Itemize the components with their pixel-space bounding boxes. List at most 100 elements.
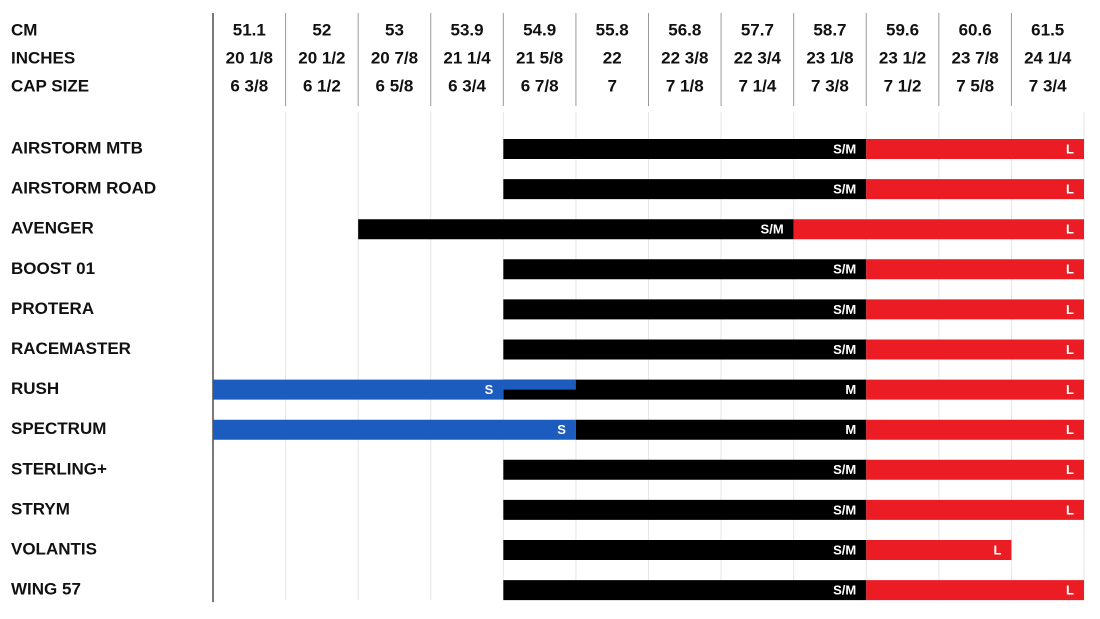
- header-label: INCHES: [11, 48, 75, 67]
- size-label: S: [557, 422, 566, 437]
- size-bar: [503, 499, 867, 520]
- column-cm: 57.7: [741, 20, 774, 39]
- column-inches: 20 7/8: [371, 48, 418, 67]
- size-bar: [358, 219, 794, 240]
- helmet-name: SPECTRUM: [11, 419, 106, 438]
- column-cm: 56.8: [668, 20, 701, 39]
- size-bar: [503, 179, 867, 200]
- size-label: S/M: [833, 462, 856, 477]
- column-cm: 53.9: [450, 20, 483, 39]
- size-label: S/M: [833, 542, 856, 557]
- column-cap: 7: [607, 76, 616, 95]
- column-cm: 55.8: [596, 20, 629, 39]
- size-bar: [503, 339, 867, 360]
- column-cm: 60.6: [959, 20, 992, 39]
- size-label: M: [845, 422, 856, 437]
- size-bar: [793, 219, 1084, 240]
- helmet-name: STERLING+: [11, 459, 107, 478]
- column-inches: 23 7/8: [951, 48, 998, 67]
- helmet-name: RUSH: [11, 379, 59, 398]
- size-label: L: [1066, 222, 1074, 237]
- size-label: M: [845, 382, 856, 397]
- size-label: S/M: [833, 502, 856, 517]
- size-bar: [503, 259, 867, 280]
- size-label: S/M: [833, 262, 856, 277]
- helmet-name: BOOST 01: [11, 259, 95, 278]
- column-cap: 6 3/4: [448, 76, 486, 95]
- size-bar: [866, 299, 1084, 320]
- column-cap: 7 1/4: [738, 76, 776, 95]
- column-inches: 23 1/2: [879, 48, 926, 67]
- size-bar: [866, 339, 1084, 360]
- column-cap: 6 3/8: [230, 76, 268, 95]
- column-inches: 22 3/4: [734, 48, 782, 67]
- column-cap: 7 1/8: [666, 76, 704, 95]
- helmet-name: STRYM: [11, 499, 70, 518]
- column-cap: 7 5/8: [956, 76, 994, 95]
- helmet-name: RACEMASTER: [11, 339, 131, 358]
- column-cap: 7 3/4: [1029, 76, 1067, 95]
- size-label: S/M: [833, 141, 856, 156]
- helmet-name: AIRSTORM ROAD: [11, 179, 156, 198]
- size-bar: [503, 580, 867, 601]
- column-inches: 21 5/8: [516, 48, 563, 67]
- column-inches: 24 1/4: [1024, 48, 1072, 67]
- helmet-name: AIRSTORM MTB: [11, 138, 143, 157]
- column-inches: 22: [603, 48, 622, 67]
- column-inches: 20 1/8: [226, 48, 273, 67]
- size-label: L: [1066, 382, 1074, 397]
- size-label: L: [993, 542, 1001, 557]
- size-label: S/M: [833, 342, 856, 357]
- column-inches: 23 1/8: [806, 48, 853, 67]
- size-bar: [866, 419, 1084, 440]
- size-bar: [866, 139, 1084, 159]
- size-bar: [866, 379, 1084, 400]
- size-bar: [866, 179, 1084, 200]
- size-label: L: [1066, 583, 1074, 598]
- column-cap: 7 1/2: [884, 76, 922, 95]
- size-bar: [866, 540, 1012, 560]
- size-label: L: [1066, 342, 1074, 357]
- helmet-name: WING 57: [11, 580, 81, 599]
- size-label: L: [1066, 302, 1074, 317]
- column-cap: 6 1/2: [303, 76, 341, 95]
- size-bar: [503, 299, 867, 320]
- size-label: L: [1066, 262, 1074, 277]
- column-cm: 53: [385, 20, 404, 39]
- column-inches: 20 1/2: [298, 48, 345, 67]
- size-label: L: [1066, 502, 1074, 517]
- size-bar: [503, 540, 867, 560]
- size-label: S/M: [833, 583, 856, 598]
- size-label: L: [1066, 462, 1074, 477]
- size-label: S/M: [761, 222, 784, 237]
- size-bar: [866, 459, 1084, 480]
- size-bar: [575, 419, 867, 440]
- column-cm: 52: [312, 20, 331, 39]
- size-bar: [866, 580, 1084, 601]
- size-bar: [213, 379, 576, 400]
- column-cm: 58.7: [813, 20, 846, 39]
- column-cm: 51.1: [233, 20, 266, 39]
- size-bar: [866, 259, 1084, 280]
- column-cm: 54.9: [523, 20, 556, 39]
- size-label: S/M: [833, 302, 856, 317]
- size-bar: [866, 499, 1084, 520]
- size-label: S/M: [833, 182, 856, 197]
- column-cap: 7 3/8: [811, 76, 849, 95]
- size-bar: [503, 379, 867, 400]
- column-cm: 59.6: [886, 20, 919, 39]
- column-inches: 21 1/4: [443, 48, 491, 67]
- column-cm: 61.5: [1031, 20, 1064, 39]
- size-bar: [213, 419, 576, 440]
- helmet-name: VOLANTIS: [11, 539, 97, 558]
- size-label: S: [485, 382, 494, 397]
- header-label: CM: [11, 20, 37, 39]
- column-inches: 22 3/8: [661, 48, 708, 67]
- size-label: L: [1066, 182, 1074, 197]
- column-cap: 6 5/8: [376, 76, 414, 95]
- helmet-name: PROTERA: [11, 299, 94, 318]
- helmet-name: AVENGER: [11, 219, 94, 238]
- size-label: L: [1066, 422, 1074, 437]
